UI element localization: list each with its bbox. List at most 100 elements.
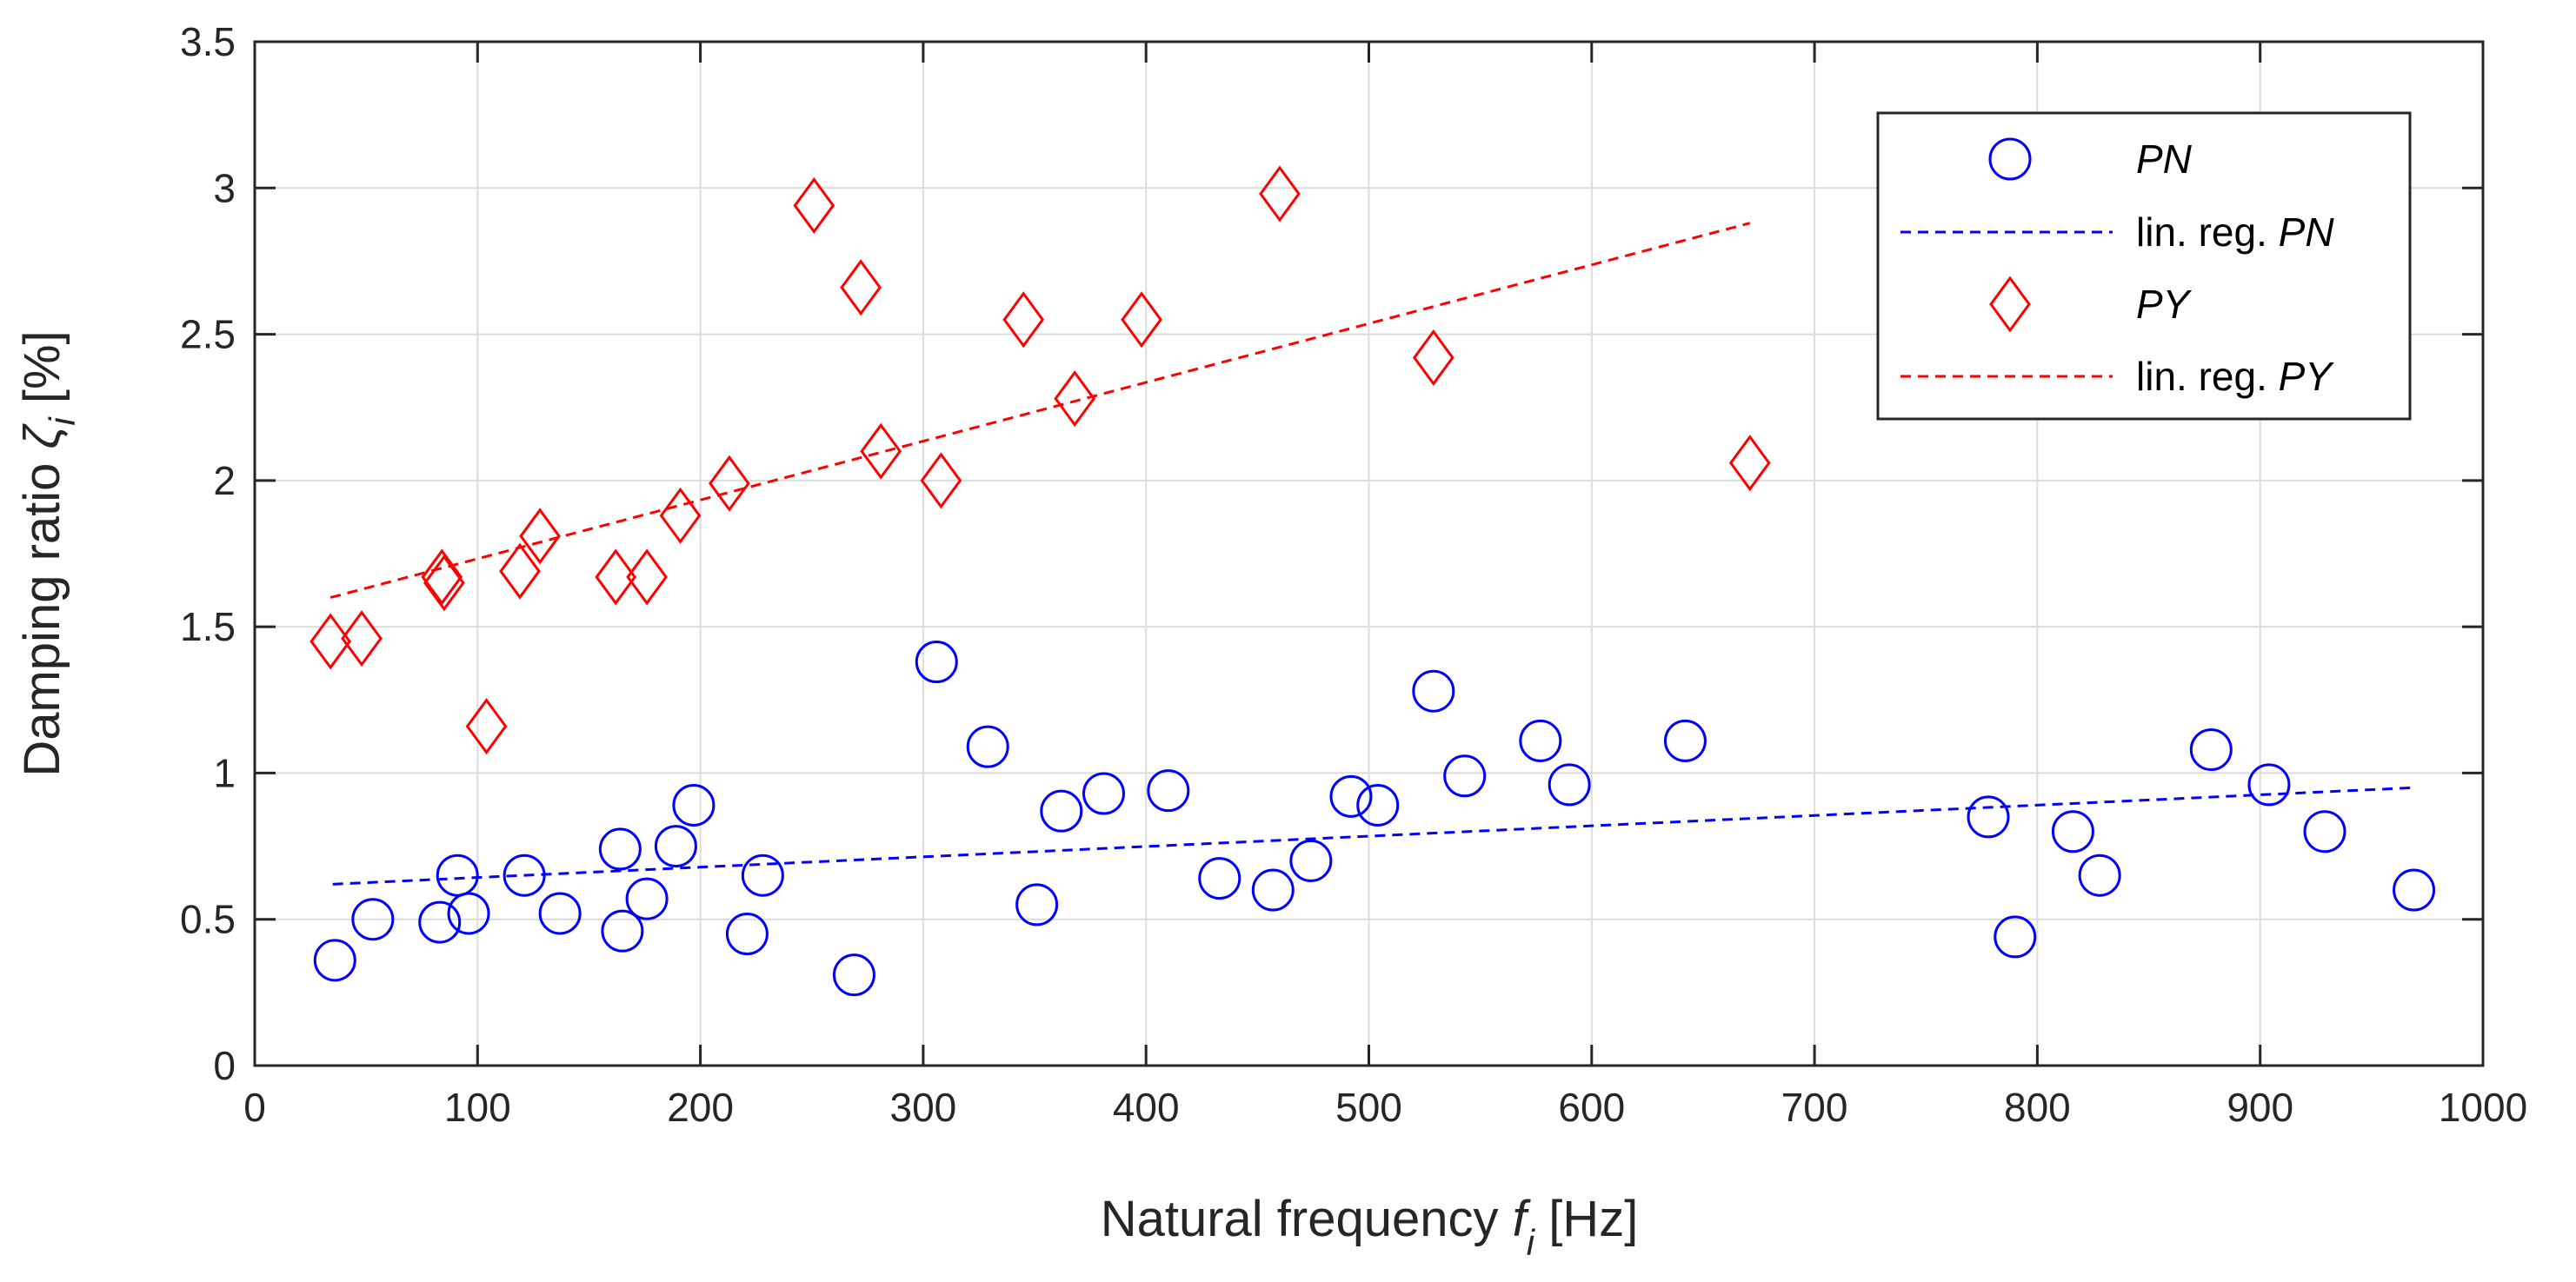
pn-point bbox=[654, 825, 697, 868]
legend-box bbox=[1876, 111, 2412, 421]
pn-point bbox=[1548, 763, 1591, 807]
pn-point bbox=[447, 892, 490, 935]
x-tick-label: 800 bbox=[2004, 1085, 2071, 1130]
py-point bbox=[465, 698, 508, 755]
py-point bbox=[1259, 165, 1301, 223]
legend-entry-py-regression: lin. reg. PY bbox=[1900, 354, 2334, 399]
pn-point bbox=[1994, 915, 2037, 959]
x-tick-label: 700 bbox=[1781, 1085, 1848, 1130]
pn-point bbox=[1015, 883, 1059, 927]
pn-point bbox=[2189, 728, 2233, 772]
pn-point bbox=[1356, 783, 1400, 827]
pn-point bbox=[672, 783, 716, 827]
pn-point bbox=[1663, 719, 1707, 762]
x-axis-label: Natural frequency fi [Hz] bbox=[1101, 1191, 1639, 1263]
y-tick-label: 1 bbox=[213, 750, 236, 795]
legend-pn-label: PN bbox=[2136, 136, 2193, 182]
py-point bbox=[499, 542, 541, 600]
axis-ticks: 0 100 200 300 400 500 600 700 800 900 1000 0 0.5 1 1.5… bbox=[180, 19, 2527, 1130]
y-axis-label-suffix: [%] bbox=[14, 330, 70, 417]
x-tick-label: 0 bbox=[243, 1085, 266, 1130]
legend-pn-regression-label: lin. reg. PN bbox=[2136, 209, 2334, 255]
pn-point bbox=[2078, 854, 2121, 897]
x-tick-label: 300 bbox=[890, 1085, 957, 1130]
py-point bbox=[421, 548, 463, 606]
legend-pn-marker bbox=[1988, 137, 2032, 181]
legend-py-regression-label: lin. reg. PY bbox=[2136, 354, 2334, 399]
y-tick-label: 0 bbox=[213, 1043, 236, 1088]
lin-reg-py-line bbox=[329, 222, 1751, 599]
pn-point bbox=[1519, 719, 1562, 762]
y-axis-label: Damping ratio ζi [%] bbox=[14, 330, 83, 776]
legend-py-marker bbox=[1989, 276, 2031, 333]
legend-entry-pn-regression: lin. reg. PN bbox=[1900, 209, 2334, 255]
pn-point bbox=[832, 953, 875, 997]
legend-entry-py: PY bbox=[1989, 276, 2193, 333]
x-tick-label: 600 bbox=[1558, 1085, 1625, 1130]
py-point bbox=[519, 508, 561, 565]
pn-point bbox=[1147, 769, 1190, 813]
legend-entry-pn: PN bbox=[1988, 136, 2193, 182]
pn-point bbox=[538, 892, 582, 935]
y-tick-label: 2.5 bbox=[180, 312, 236, 357]
x-tick-label: 500 bbox=[1335, 1085, 1402, 1130]
axes-frame bbox=[253, 40, 2485, 1067]
pn-point bbox=[1040, 789, 1083, 833]
pn-point bbox=[418, 900, 462, 944]
pn-point bbox=[2247, 763, 2291, 807]
legend-py-label: PY bbox=[2136, 282, 2193, 327]
py-point bbox=[709, 455, 750, 512]
py-point bbox=[920, 452, 962, 509]
y-tick-label: 3.5 bbox=[180, 19, 236, 64]
y-axis-label-subscript: i bbox=[42, 416, 83, 426]
py-point bbox=[1412, 329, 1454, 387]
py-point bbox=[860, 422, 902, 480]
pn-point bbox=[1967, 795, 2010, 839]
pn-point bbox=[1082, 772, 1126, 815]
pn-point bbox=[2051, 810, 2094, 854]
y-axis-label-symbol: ζ bbox=[14, 422, 70, 448]
pn-point bbox=[598, 827, 642, 871]
py-point bbox=[1054, 370, 1096, 428]
y-tick-label: 3 bbox=[213, 165, 236, 210]
plot-area bbox=[310, 165, 2436, 997]
py-point bbox=[341, 610, 383, 668]
pn-point bbox=[1443, 754, 1487, 798]
py-point bbox=[1121, 291, 1162, 349]
legend: PN lin. reg. PN PY lin. reg. PY bbox=[1876, 111, 2412, 421]
pn-point bbox=[601, 909, 644, 953]
py-point bbox=[1002, 291, 1045, 349]
pn-point bbox=[966, 725, 1009, 768]
pn-point bbox=[725, 913, 769, 956]
py-point bbox=[1728, 435, 1771, 492]
py-point bbox=[595, 548, 637, 606]
pn-point bbox=[741, 854, 784, 897]
py-point bbox=[840, 259, 882, 316]
pn-point bbox=[313, 939, 356, 982]
y-tick-label: 1.5 bbox=[180, 604, 236, 649]
x-axis-label-subscript: i bbox=[1527, 1222, 1536, 1263]
x-tick-label: 400 bbox=[1113, 1085, 1180, 1130]
pn-point bbox=[1412, 669, 1455, 713]
y-tick-label: 0.5 bbox=[180, 897, 236, 942]
pn-point bbox=[915, 641, 958, 684]
x-tick-label: 100 bbox=[444, 1085, 511, 1130]
pn-point bbox=[351, 898, 395, 941]
x-axis-label-suffix: [Hz] bbox=[1534, 1191, 1638, 1247]
py-point bbox=[310, 613, 352, 670]
y-tick-label: 2 bbox=[213, 458, 236, 503]
pn-point bbox=[1251, 868, 1295, 912]
pn-point bbox=[625, 877, 669, 920]
x-tick-label: 900 bbox=[2227, 1085, 2293, 1130]
pn-point bbox=[1289, 839, 1333, 882]
py-point bbox=[793, 176, 835, 235]
py-point bbox=[659, 487, 702, 544]
x-tick-label: 1000 bbox=[2439, 1085, 2527, 1130]
py-point bbox=[423, 555, 465, 612]
x-tick-label: 200 bbox=[667, 1085, 734, 1130]
pn-point bbox=[2393, 868, 2436, 912]
pn-point bbox=[1329, 774, 1373, 818]
pn-point bbox=[1198, 857, 1241, 900]
py-point bbox=[626, 548, 668, 606]
